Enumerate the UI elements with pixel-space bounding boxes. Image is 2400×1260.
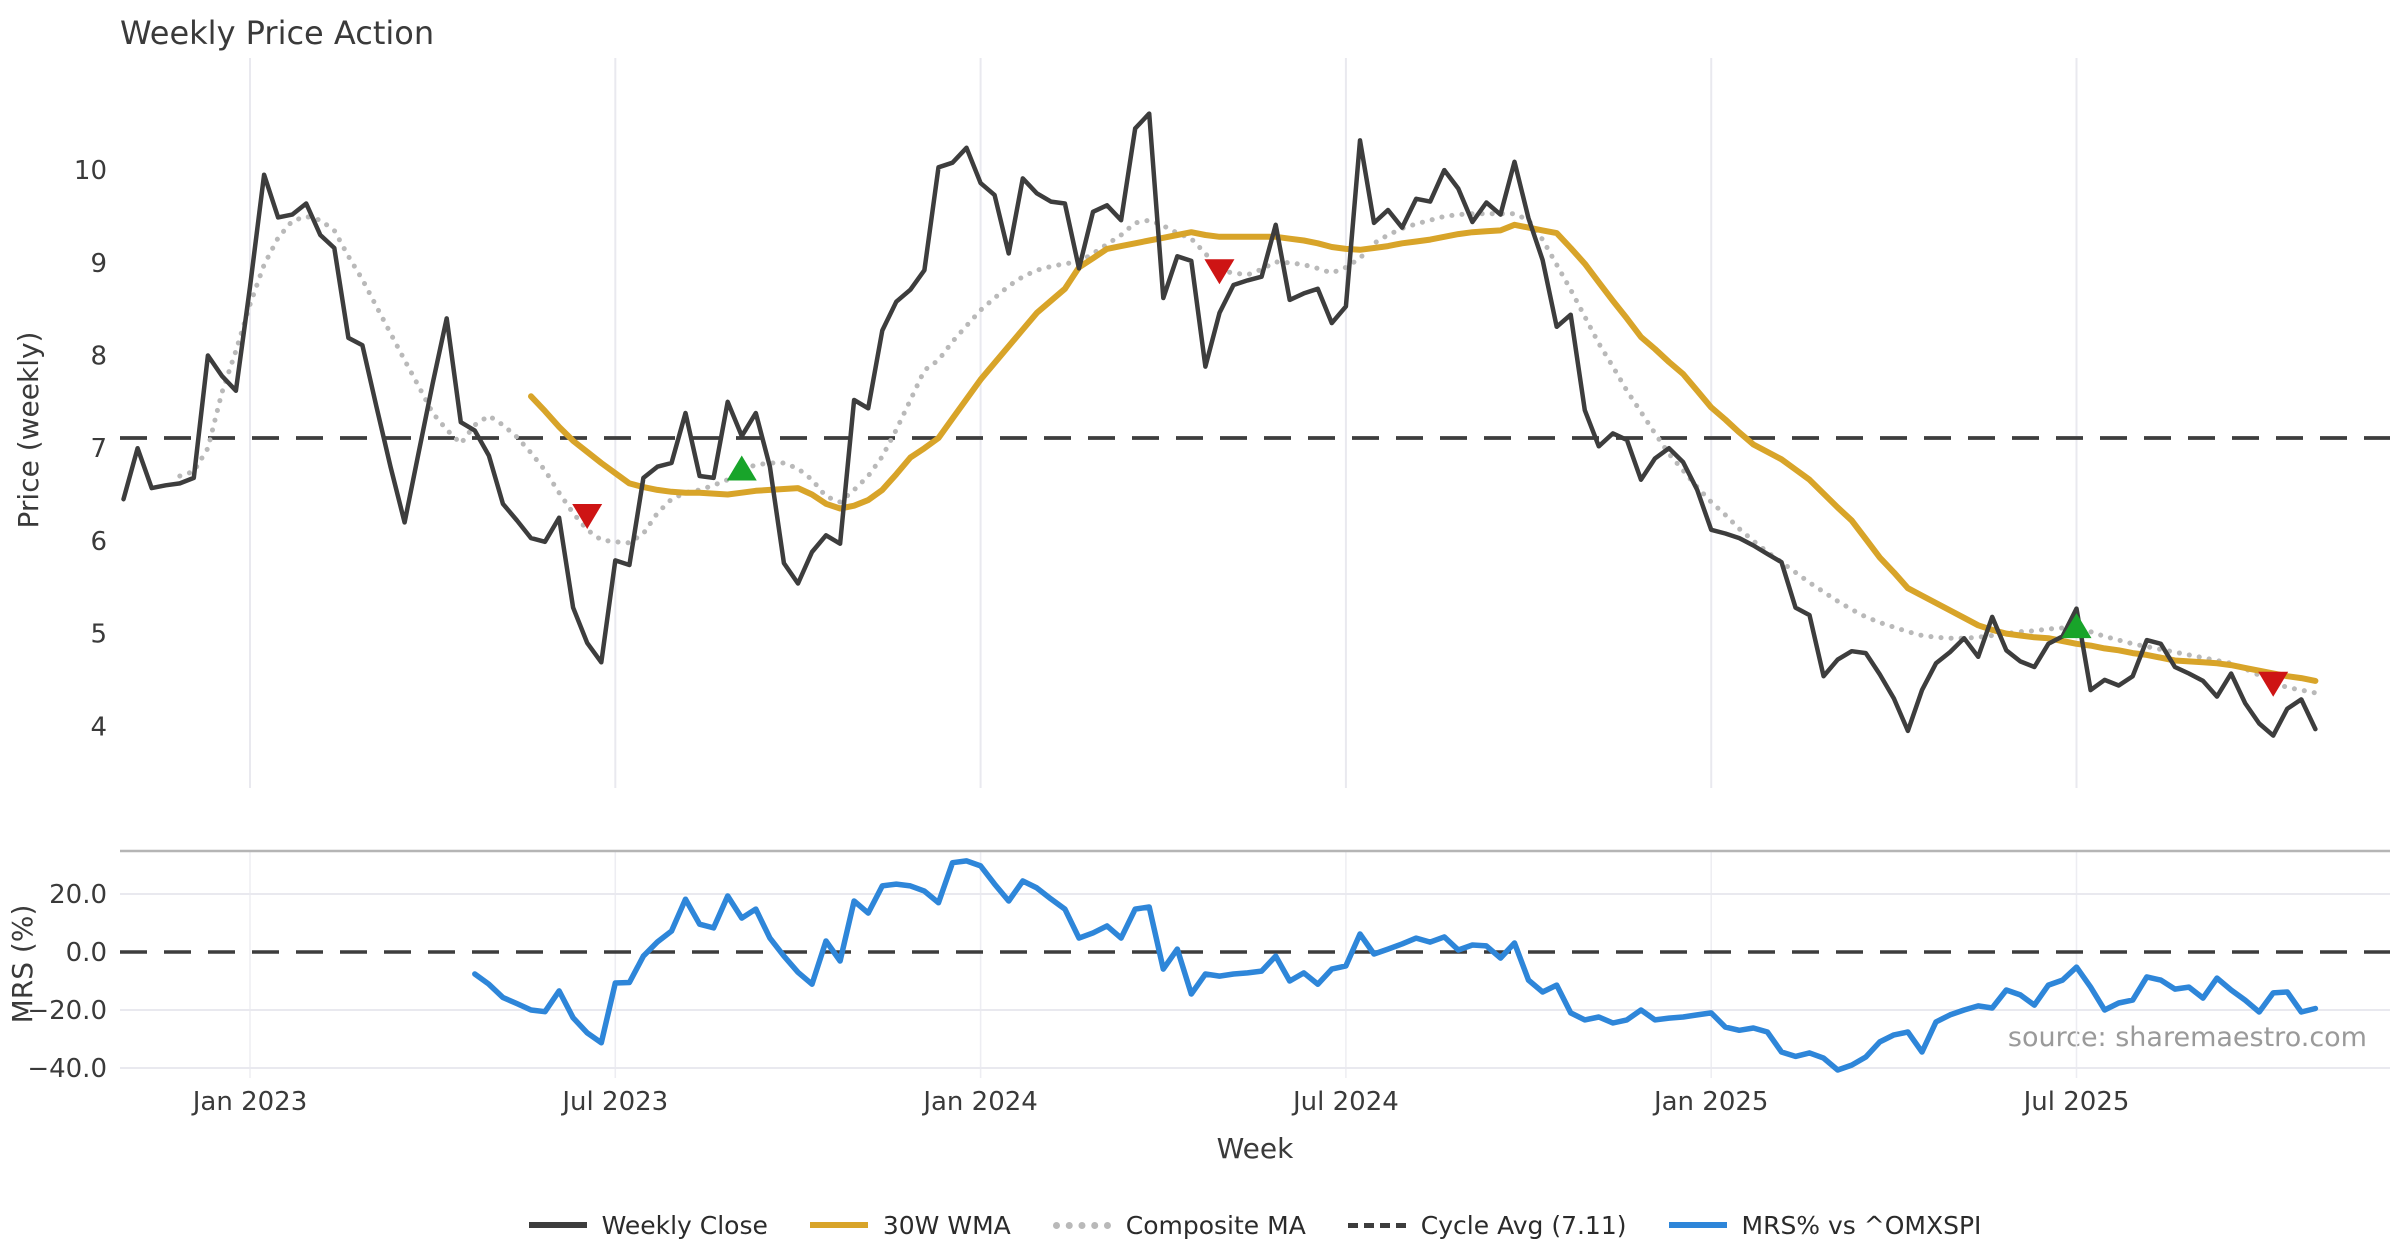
- chart-legend: Weekly Close 30W WMA Composite MA Cycle Avg…: [120, 1202, 2390, 1248]
- legend-item-30w-wma: 30W WMA: [809, 1210, 1011, 1240]
- legend-label: MRS% vs ^OMXSPI: [1741, 1210, 1982, 1240]
- legend-line-swatch: [528, 1222, 587, 1228]
- source-credit: source: sharemaestro.com: [2008, 1022, 2367, 1053]
- sell-signal-marker: [2258, 671, 2289, 697]
- chart-title: Weekly Price Action: [120, 14, 434, 52]
- price-y-tick-label: 7: [90, 434, 107, 464]
- legend-item-composite-ma: Composite MA: [1052, 1210, 1306, 1240]
- tick-label-layer: Jan 2023 Jul 2023 Jan 2024 Jul 2024 Jan 2025…: [27, 156, 2129, 1117]
- sell-signal-marker: [572, 503, 603, 529]
- price-y-tick-label: 8: [90, 341, 107, 371]
- mrs-y-tick-label: −20.0: [27, 996, 107, 1026]
- x-tick-label: Jan 2025: [1652, 1087, 1769, 1117]
- mrs-line: [472, 858, 2319, 1073]
- composite-ma-line: [177, 211, 2318, 696]
- legend-item-weekly-close: Weekly Close: [528, 1210, 768, 1240]
- legend-line-swatch: [1668, 1222, 1727, 1228]
- price-y-tick-label: 10: [74, 156, 107, 186]
- grid-layer: [120, 58, 2390, 1078]
- legend-line-swatch: [809, 1222, 868, 1228]
- legend-label: Cycle Avg (7.11): [1420, 1210, 1627, 1240]
- price-y-tick-label: 6: [90, 527, 107, 557]
- legend-line-swatch: [1052, 1221, 1111, 1229]
- 30w-wma-line: [528, 221, 2319, 684]
- legend-label: Composite MA: [1125, 1210, 1306, 1240]
- mrs-y-tick-label: 0.0: [66, 938, 107, 968]
- price-axis-label: Price (weekly): [12, 332, 45, 529]
- x-tick-label: Jan 2024: [921, 1087, 1038, 1117]
- x-tick-label: Jul 2023: [560, 1087, 668, 1117]
- week-axis-label: Week: [1217, 1132, 1294, 1165]
- legend-label: Weekly Close: [601, 1210, 768, 1240]
- price-y-tick-label: 5: [90, 620, 107, 650]
- mrs-y-tick-label: 20.0: [49, 880, 107, 910]
- mrs-axis-label: MRS (%): [6, 905, 39, 1024]
- buy-signal-marker: [2061, 613, 2092, 639]
- marker-layer: [572, 259, 2289, 697]
- price-y-tick-label: 4: [90, 712, 107, 742]
- x-tick-label: Jul 2024: [1291, 1087, 1399, 1117]
- price-y-tick-label: 9: [90, 249, 107, 279]
- legend-line-swatch: [1347, 1222, 1406, 1228]
- buy-signal-marker: [726, 455, 757, 481]
- legend-label: 30W WMA: [882, 1210, 1011, 1240]
- x-tick-label: Jul 2025: [2022, 1087, 2130, 1117]
- mrs-y-tick-label: −40.0: [27, 1054, 107, 1084]
- legend-item-mrs-vs-omxspi: MRS% vs ^OMXSPI: [1668, 1210, 1982, 1240]
- series-layer: [120, 111, 2390, 1073]
- legend-item-cycle-avg-7-11-: Cycle Avg (7.11): [1347, 1210, 1627, 1240]
- sell-signal-marker: [1204, 259, 1235, 285]
- x-tick-label: Jan 2023: [191, 1087, 308, 1117]
- weekly-close-line: [121, 111, 2318, 738]
